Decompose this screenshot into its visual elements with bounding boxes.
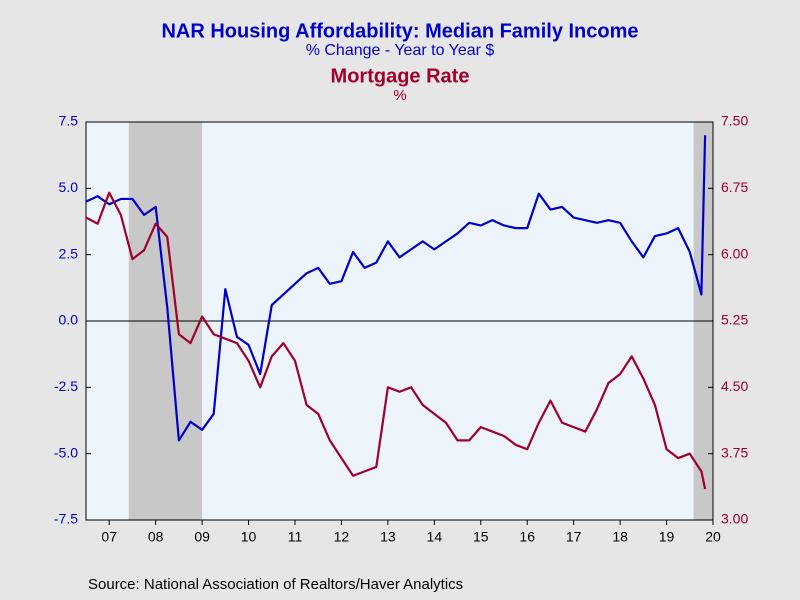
y-tick-label: -2.5	[54, 378, 78, 394]
y2-tick-label: 3.75	[721, 444, 748, 460]
y2-tick-label: 6.75	[721, 179, 748, 195]
chart-subtitle: % Change - Year to Year $	[306, 42, 495, 59]
x-tick-label: 13	[380, 529, 396, 545]
source-note: Source: National Association of Realtors…	[88, 576, 463, 593]
y2-tick-label: 3.00	[721, 511, 748, 527]
x-tick-label: 15	[473, 529, 489, 545]
series-line	[85, 191, 707, 490]
y-tick-label: 2.5	[59, 245, 79, 261]
chart-title: NAR Housing Affordability: Median Family…	[161, 20, 638, 42]
x-tick-label: 08	[148, 529, 164, 545]
x-tick-label: 09	[194, 529, 210, 545]
y2-tick-label: 5.25	[721, 312, 748, 328]
x-tick-label: 20	[705, 529, 721, 545]
x-tick-label: 12	[334, 529, 350, 545]
y-tick-label: 7.5	[59, 113, 79, 129]
chart-title2: Mortgage Rate	[331, 65, 470, 87]
y-tick-label: 0.0	[59, 312, 79, 328]
chart-subtitle2: %	[393, 87, 406, 104]
y-tick-label: 5.0	[59, 179, 79, 195]
x-tick-label: 19	[659, 529, 675, 545]
y-tick-label: -5.0	[54, 444, 78, 460]
x-tick-label: 18	[612, 529, 628, 545]
x-tick-label: 14	[427, 529, 443, 545]
y2-tick-label: 4.50	[721, 378, 748, 394]
y2-tick-label: 7.50	[721, 113, 748, 129]
y-tick-label: -7.5	[54, 511, 78, 527]
y2-tick-label: 6.00	[721, 245, 748, 261]
x-tick-label: 17	[566, 529, 582, 545]
x-tick-label: 11	[288, 529, 303, 545]
x-tick-label: 16	[519, 529, 535, 545]
x-tick-label: 07	[101, 529, 117, 545]
series-line	[85, 135, 707, 442]
x-tick-label: 10	[241, 529, 257, 545]
